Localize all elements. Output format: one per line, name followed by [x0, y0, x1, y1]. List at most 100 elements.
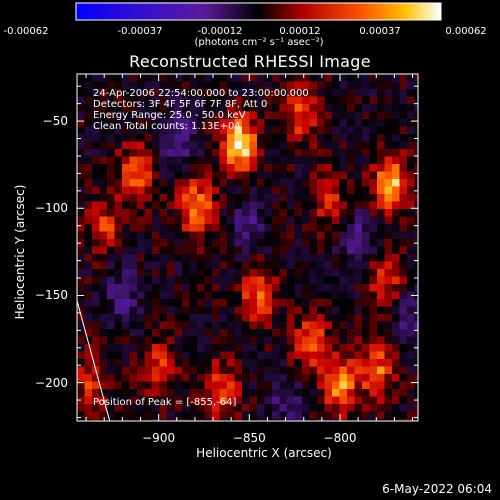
heatmap-cell [99, 321, 108, 330]
heatmap-cell [137, 329, 145, 337]
heatmap-cell [294, 351, 303, 360]
heatmap-cell [399, 411, 408, 420]
heatmap-cell [122, 411, 130, 420]
heatmap-cell [174, 366, 183, 375]
heatmap-cell [204, 201, 213, 210]
heatmap-cell [219, 321, 228, 330]
heatmap-cell [107, 224, 115, 232]
heatmap-cell [309, 104, 318, 112]
heatmap-cell [384, 321, 393, 330]
heatmap-cell [84, 291, 93, 300]
heatmap-cell [144, 336, 153, 345]
heatmap-cell [144, 314, 153, 322]
heatmap-cell [99, 141, 108, 150]
heatmap-cell [384, 299, 393, 307]
heatmap-cell [122, 374, 130, 382]
heatmap-cell [279, 314, 288, 322]
heatmap-cell [212, 104, 220, 112]
heatmap-cell [152, 329, 160, 337]
heatmap-cell [279, 111, 288, 120]
heatmap-cell [392, 351, 400, 360]
heatmap-cell [414, 411, 418, 420]
heatmap-cell [212, 299, 220, 307]
heatmap-cell [167, 366, 175, 375]
heatmap-cell [197, 89, 205, 97]
heatmap-cell [159, 231, 168, 240]
heatmap-cell [204, 156, 213, 165]
heatmap-cell [99, 104, 108, 112]
heatmap-cell [377, 359, 385, 367]
heatmap-cell [137, 96, 145, 105]
heatmap-cell [219, 134, 228, 142]
heatmap-cell [84, 96, 93, 105]
heatmap-cell [384, 171, 393, 180]
heatmap-cell [204, 389, 213, 397]
heatmap-cell [189, 89, 198, 97]
heatmap-cell [129, 141, 138, 150]
heatmap-cell [399, 374, 408, 382]
heatmap-cell [99, 284, 108, 292]
heatmap-cell [77, 209, 85, 217]
heatmap-cell [407, 329, 415, 337]
heatmap-cell [287, 156, 295, 165]
heatmap-cell [159, 246, 168, 255]
heatmap-cell [174, 374, 183, 382]
heatmap-cell [324, 344, 333, 352]
heatmap-cell [384, 366, 393, 375]
heatmap-cell [107, 254, 115, 262]
heatmap-cell [242, 134, 250, 142]
heatmap-cell [144, 104, 153, 112]
heatmap-cell [227, 209, 235, 217]
heatmap-cell [129, 291, 138, 300]
heatmap-cell [384, 411, 393, 420]
heatmap-cell [317, 254, 325, 262]
heatmap-cell [414, 209, 418, 217]
heatmap-cell [114, 254, 123, 262]
heatmap-cell [407, 269, 415, 277]
heatmap-cell [317, 89, 325, 97]
heatmap-cell [354, 381, 363, 390]
heatmap-cell [279, 299, 288, 307]
heatmap-cell [227, 336, 235, 345]
heatmap-cell [114, 81, 123, 90]
heatmap-cell [189, 81, 198, 90]
heatmap-cell [324, 329, 333, 337]
heatmap-cell [407, 359, 415, 367]
heatmap-cell [324, 269, 333, 277]
heatmap-cell [159, 156, 168, 165]
heatmap-cell [279, 126, 288, 135]
heatmap-cell [279, 149, 288, 157]
heatmap-cell [399, 194, 408, 202]
heatmap-cell [249, 179, 258, 187]
heatmap-cell [347, 216, 355, 225]
heatmap-cell [414, 321, 418, 330]
heatmap-cell [122, 194, 130, 202]
heatmap-cell [197, 329, 205, 337]
heatmap-cell [182, 419, 190, 421]
heatmap-cell [182, 89, 190, 97]
heatmap-cell [159, 314, 168, 322]
heatmap-cell [369, 156, 378, 165]
heatmap-cell [369, 224, 378, 232]
heatmap-cell [324, 246, 333, 255]
heatmap-cell [317, 269, 325, 277]
heatmap-cell [242, 359, 250, 367]
heatmap-cell [152, 269, 160, 277]
heatmap-cell [384, 231, 393, 240]
heatmap-cell [362, 389, 370, 397]
heatmap-cell [197, 359, 205, 367]
heatmap-cell [309, 141, 318, 150]
heatmap-cell [167, 336, 175, 345]
heatmap-cell [362, 329, 370, 337]
heatmap-cell [339, 254, 348, 262]
heatmap-cell [204, 96, 213, 105]
heatmap-cell [264, 194, 273, 202]
heatmap-cell [242, 141, 250, 150]
heatmap-cell [242, 411, 250, 420]
heatmap-cell [407, 216, 415, 225]
heatmap-cell [309, 216, 318, 225]
heatmap-cell [309, 411, 318, 420]
heatmap-cell [369, 96, 378, 105]
heatmap-cell [167, 396, 175, 405]
heatmap-cell [279, 171, 288, 180]
